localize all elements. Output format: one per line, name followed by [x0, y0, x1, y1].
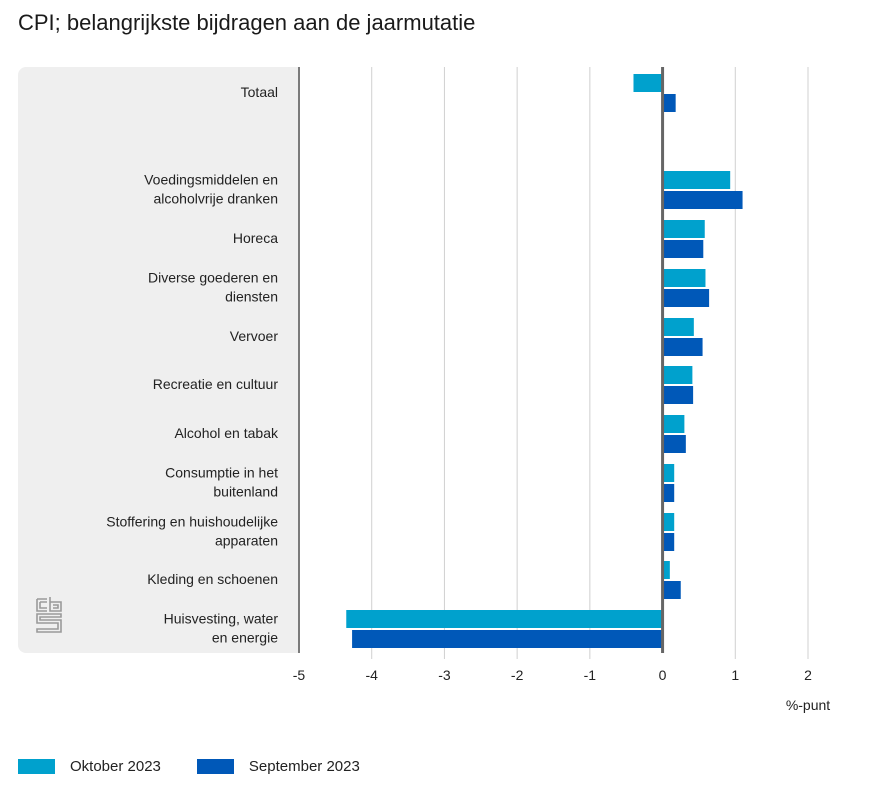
legend: Oktober 2023 September 2023: [18, 758, 396, 775]
bars: [346, 74, 743, 648]
bar-september: [662, 289, 710, 307]
category-label-line: Stoffering en huishoudelijke: [106, 514, 278, 530]
x-tick-label: -3: [438, 667, 451, 683]
axes: [298, 67, 665, 653]
bar-oktober: [662, 464, 675, 482]
category-label-line: buitenland: [213, 484, 278, 500]
category-label: Huisvesting, water en energie: [164, 611, 279, 646]
bar-september: [662, 240, 704, 258]
cbs-logo-icon: [36, 596, 62, 639]
bar-september: [662, 581, 681, 599]
x-tick-label: 1: [731, 667, 739, 683]
bar-oktober: [662, 318, 694, 336]
category-label-line: apparaten: [215, 533, 278, 549]
legend-swatch-oktober: [18, 759, 55, 774]
legend-item-september[interactable]: September 2023: [196, 758, 360, 775]
bar-oktober: [662, 269, 706, 287]
bar-september: [662, 533, 675, 551]
category-label-line: diensten: [225, 289, 278, 305]
bar-oktober: [662, 220, 705, 238]
x-tick-label: 0: [659, 667, 667, 683]
gridlines: [371, 67, 809, 659]
category-label-line: Voedingsmiddelen en: [144, 172, 278, 188]
category-label-line: Kleding en schoenen: [147, 571, 278, 587]
category-label: Kleding en schoenen: [147, 571, 278, 587]
category-label: Recreatie en cultuur: [153, 376, 279, 392]
category-label-line: Recreatie en cultuur: [153, 376, 279, 392]
category-label: Totaal: [241, 84, 278, 100]
category-label: Vervoer: [230, 328, 279, 344]
bar-oktober: [662, 171, 731, 189]
legend-label-september: September 2023: [248, 758, 360, 775]
category-label-panel: [18, 67, 300, 653]
bar-september: [662, 338, 703, 356]
category-label-line: Consumptie in het: [165, 465, 278, 481]
category-label-line: Totaal: [241, 84, 278, 100]
bar-september: [662, 435, 686, 453]
chart-title: CPI; belangrijkste bijdragen aan de jaar…: [18, 10, 476, 35]
category-label-line: Horeca: [233, 230, 278, 246]
bar-september: [662, 484, 675, 502]
bar-oktober: [633, 74, 663, 92]
category-label-line: Diverse goederen en: [148, 270, 278, 286]
x-axis-unit-label: %-punt: [786, 697, 830, 713]
bar-chart: Totaal Voedingsmiddelen en alcoholvrije dr…: [106, 67, 830, 713]
bar-september: [662, 191, 743, 209]
legend-item-oktober[interactable]: Oktober 2023: [18, 758, 161, 775]
category-label-line: alcoholvrije dranken: [153, 191, 278, 207]
category-labels: Totaal Voedingsmiddelen en alcoholvrije dr…: [106, 84, 279, 646]
category-label: Alcohol en tabak: [174, 425, 279, 441]
x-tick-label: -4: [365, 667, 378, 683]
bar-oktober: [662, 513, 675, 531]
x-tick-labels: -5 -4 -3 -2 -1 0 1 2: [293, 667, 812, 683]
category-label: Diverse goederen en diensten: [148, 270, 278, 305]
category-label-line: Alcohol en tabak: [174, 425, 279, 441]
category-label-line: Huisvesting, water: [164, 611, 279, 627]
x-tick-label: -2: [511, 667, 524, 683]
category-label: Consumptie in het buitenland: [165, 465, 278, 500]
legend-label-oktober: Oktober 2023: [70, 758, 161, 775]
x-tick-label: -5: [293, 667, 306, 683]
category-label: Voedingsmiddelen en alcoholvrije dranken: [144, 172, 278, 207]
bar-september: [352, 630, 663, 648]
bar-oktober: [662, 561, 670, 579]
bar-oktober: [662, 415, 685, 433]
bar-oktober: [346, 610, 663, 628]
legend-swatch-september: [196, 759, 234, 774]
bar-september: [662, 94, 676, 112]
category-label: Stoffering en huishoudelijke apparaten: [106, 514, 278, 549]
x-tick-label: 2: [804, 667, 812, 683]
bar-oktober: [662, 366, 693, 384]
bar-september: [662, 386, 694, 404]
category-label-line: Vervoer: [230, 328, 279, 344]
category-label-line: en energie: [212, 630, 278, 646]
x-tick-label: -1: [584, 667, 597, 683]
category-label: Horeca: [233, 230, 278, 246]
